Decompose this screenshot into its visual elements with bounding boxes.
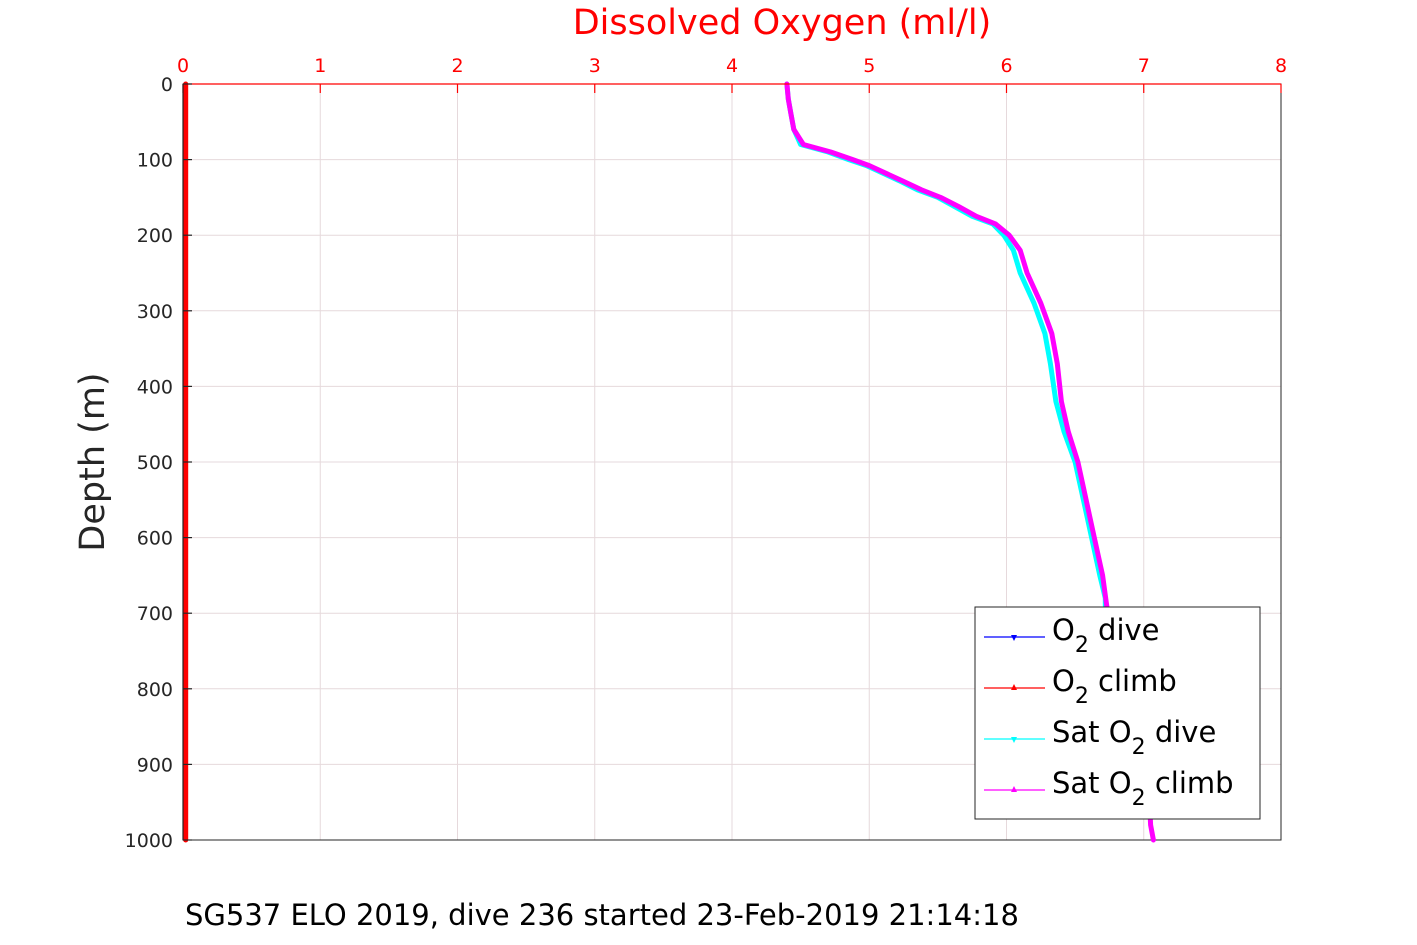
y-tick-label: 0 — [161, 74, 173, 96]
chart-title: Dissolved Oxygen (ml/l) — [573, 3, 992, 43]
x-tick-label: 7 — [1138, 55, 1150, 77]
y-tick-label: 900 — [137, 754, 173, 776]
x-tick-label: 6 — [1000, 55, 1012, 77]
legend-label: O2 dive — [1052, 613, 1160, 658]
legend-label: Sat O2 climb — [1052, 766, 1234, 811]
axes: 0 1 2 3 4 5 6 7 8 0 100 200 300 400 500 600 700 800 900 100… — [125, 55, 1287, 852]
dive-caption: SG537 ELO 2019, dive 236 started 23-Feb-… — [185, 898, 1019, 932]
y-axis-label: Depth (m) — [73, 372, 113, 551]
x-tick-label: 4 — [726, 55, 738, 77]
legend-marker — [1011, 737, 1017, 743]
x-tick-label: 2 — [451, 55, 463, 77]
y-tick-label: 1000 — [125, 830, 173, 852]
y-tick-label: 500 — [137, 452, 173, 474]
legend-label: Sat O2 dive — [1052, 715, 1216, 760]
legend-marker — [1011, 684, 1017, 690]
y-tick-label: 800 — [137, 679, 173, 701]
y-tick-label: 300 — [137, 301, 173, 323]
x-tick-label: 5 — [863, 55, 875, 77]
legend: O2 dive O2 climb Sat O2 dive Sat O2 climb — [974, 606, 1261, 820]
y-tick-label: 200 — [137, 225, 173, 247]
series-line — [784, 81, 1111, 616]
x-tick-label: 1 — [314, 55, 326, 77]
y-tick-label: 100 — [137, 150, 173, 172]
x-tick-label: 0 — [177, 55, 189, 77]
x-tick-label: 8 — [1275, 55, 1287, 77]
legend-box — [974, 606, 1261, 820]
y-tick-label: 400 — [137, 376, 173, 398]
legend-marker — [1011, 786, 1017, 792]
x-tick-label: 3 — [589, 55, 601, 77]
y-tick-label: 700 — [137, 603, 173, 625]
legend-label: O2 climb — [1052, 664, 1177, 709]
y-tick-label: 600 — [137, 528, 173, 550]
legend-marker — [1011, 635, 1017, 641]
